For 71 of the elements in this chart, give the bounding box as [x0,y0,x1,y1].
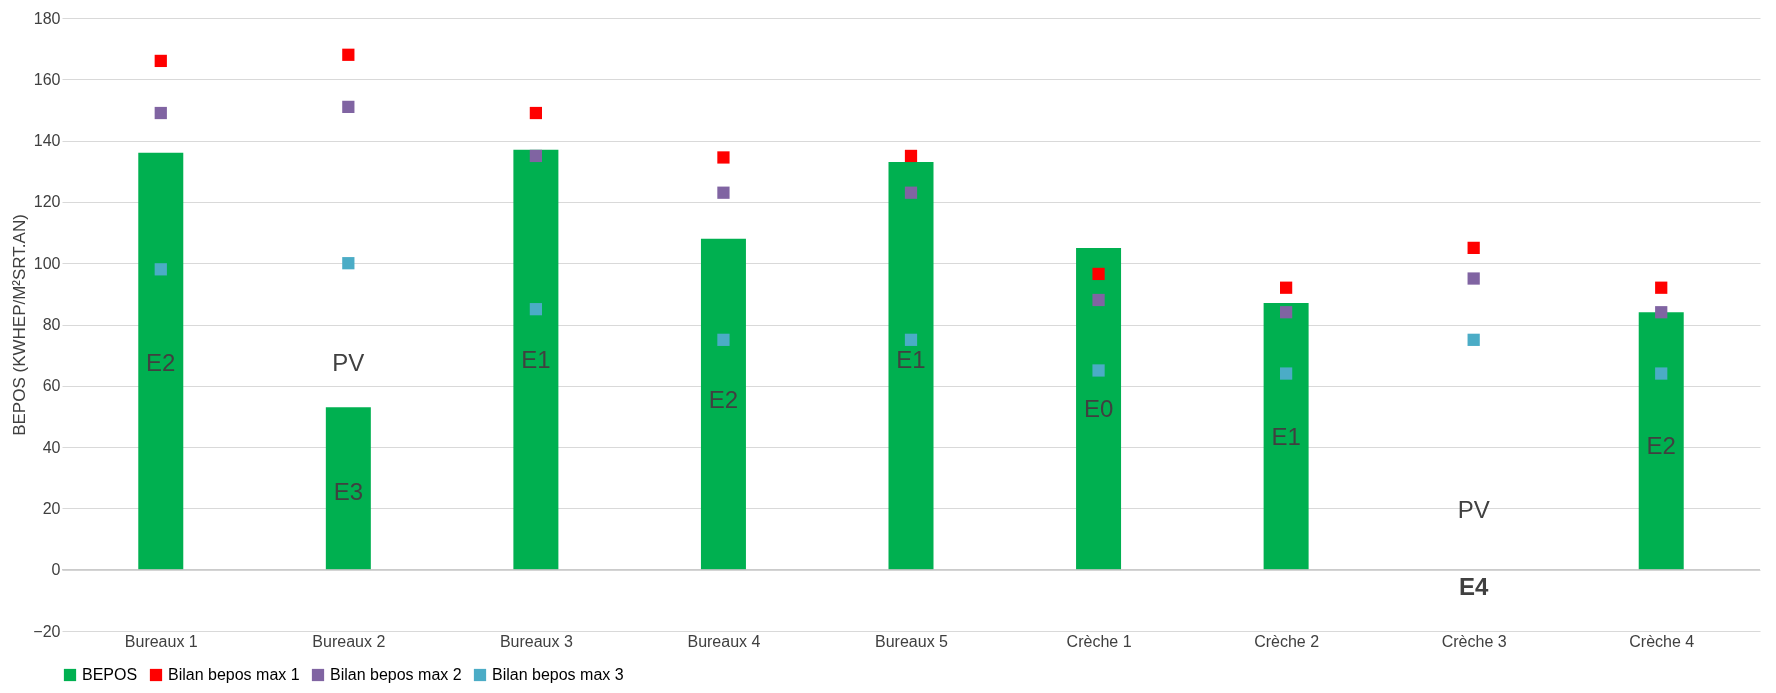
legend-label: Bilan bepos max 3 [492,666,624,683]
point [717,151,730,164]
legend-label: Bilan bepos max 1 [168,666,300,683]
y-tick-label: 140 [33,132,61,150]
annotation: E1 [521,346,551,374]
point [1279,281,1293,294]
annotation: E3 [333,478,364,506]
y-tick-label: 100 [33,254,61,272]
point [154,54,167,68]
bar [888,162,934,570]
annotation: E1 [1271,422,1301,450]
x-tick-label: Bureaux 5 [875,632,949,650]
point [1092,267,1105,281]
point [1655,367,1668,380]
point [717,333,730,346]
y-tick-label: 40 [42,438,61,456]
annotation: E2 [146,349,176,377]
point [1279,306,1293,319]
annotation: PV [332,349,365,377]
y-tick-label: 0 [51,561,61,579]
x-tick-label: Crèche 1 [1066,632,1132,650]
y-tick-label: 120 [33,193,61,211]
point [529,303,543,316]
x-tick-label: Crèche 4 [1629,632,1695,650]
point [529,149,543,163]
bar [513,149,559,570]
x-tick-label: Crèche 3 [1441,632,1507,650]
legend-label: BEPOS [82,666,138,683]
bar [138,152,184,570]
point [342,257,355,270]
x-tick-label: Bureaux 2 [312,632,386,650]
legend-label: Bilan bepos max 2 [330,666,462,683]
point [1092,293,1105,307]
bar [700,238,746,570]
point [904,149,918,163]
point [717,186,730,199]
point [154,263,167,276]
annotation: E0 [1083,395,1114,423]
point [342,100,355,114]
y-tick-label: 160 [33,70,61,88]
x-tick-label: Bureaux 3 [499,632,573,650]
point [1655,281,1668,294]
y-tick-label: 80 [42,316,61,333]
y-tick-label: 180 [33,9,61,27]
x-tick-label: Bureaux 1 [124,632,198,650]
annotation: E2 [708,386,739,414]
point [1467,272,1480,285]
y-tick-label: 60 [42,377,61,395]
y-axis-title: BEPOS (KWHEP/M²SRT.AN) [10,214,30,436]
point [1092,364,1105,377]
point [154,106,167,120]
y-tick-label: 20 [42,499,61,517]
annotation: E2 [1646,432,1676,460]
point [342,48,355,61]
bar [1638,312,1684,570]
x-tick-label: Bureaux 4 [687,632,761,650]
bar [1076,247,1122,570]
annotation: E1 [896,346,926,374]
bar [325,407,371,570]
point [1279,367,1293,380]
point [1655,306,1668,319]
y-tick-label: −20 [33,622,61,640]
bar [1263,303,1309,570]
point [529,106,543,120]
point [1467,333,1480,346]
annotation: E4 [1458,573,1489,601]
x-tick-label: Crèche 2 [1254,632,1320,650]
point [904,186,918,199]
point [904,333,918,346]
annotation: PV [1457,496,1490,524]
point [1467,241,1480,254]
